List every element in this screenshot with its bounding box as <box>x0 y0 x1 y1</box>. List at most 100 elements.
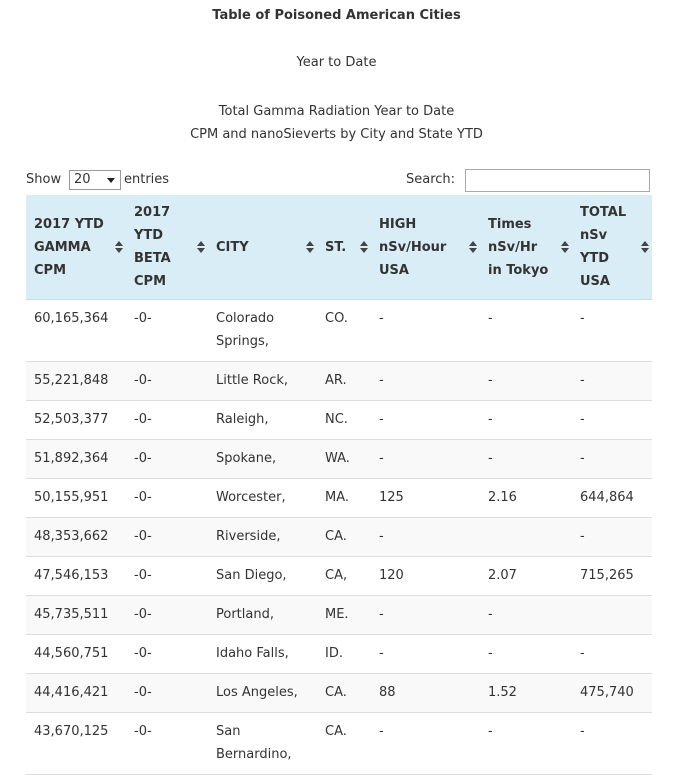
table-cell: - <box>371 712 480 775</box>
table-cell: 120 <box>371 556 480 596</box>
table-cell: 55,221,848 <box>26 361 126 401</box>
header-text: nSv/Hr <box>488 239 538 255</box>
table-cell: Riverside, <box>208 517 317 557</box>
table-cell: CO. <box>317 299 371 362</box>
column-header[interactable]: CITY <box>208 195 317 300</box>
table-cell: NC. <box>317 400 371 440</box>
header-text: TOTAL <box>580 205 627 220</box>
table-row: 47,546,153 -0- San Diego, CA, 120 2.07 715,265 <box>26 556 652 596</box>
header-text: nSv/Hour <box>379 239 447 255</box>
sort-icon <box>115 241 123 253</box>
column-header[interactable]: TOTAL nSv YTD USA <box>572 195 652 300</box>
table-cell <box>480 517 572 557</box>
table-cell: - <box>480 634 572 674</box>
header-text: USA <box>379 262 409 278</box>
sort-icon <box>306 241 314 253</box>
table-cell: Spokane, <box>208 439 317 479</box>
table-cell: - <box>572 299 652 362</box>
sort-icon <box>197 241 205 253</box>
table-cell: - <box>371 400 480 440</box>
table-cell: - <box>371 361 480 401</box>
table-cell: 715,265 <box>572 556 652 596</box>
description-line: CPM and nanoSieverts by City and State Y… <box>190 127 483 142</box>
header-text: 2017 <box>134 205 171 220</box>
table-body: 60,165,364 -0- Colorado Springs, CO. - - -55,2… <box>26 299 652 775</box>
table-cell: 60,165,364 <box>26 299 126 362</box>
table-controls: Show 20 entries Search: <box>26 169 652 192</box>
table-cell: ID. <box>317 634 371 674</box>
column-header[interactable]: 2017 YTD GAMMA CPM <box>26 195 126 300</box>
table-cell: -0- <box>126 634 208 674</box>
table-row: 44,560,751 -0- Idaho Falls, ID. - - - <box>26 634 652 674</box>
table-cell: 44,416,421 <box>26 673 126 713</box>
table-cell: -0- <box>126 361 208 401</box>
sort-icon <box>561 241 569 253</box>
page-size-select[interactable]: 20 <box>69 170 121 190</box>
dropdown-arrow <box>107 178 115 183</box>
table-cell: - <box>480 595 572 635</box>
sort-icon <box>469 241 477 253</box>
table-cell: 48,353,662 <box>26 517 126 557</box>
table-cell: - <box>371 595 480 635</box>
table-cell: 1.52 <box>480 673 572 713</box>
table-row: 48,353,662 -0- Riverside, CA. - - <box>26 517 652 557</box>
column-header[interactable]: 2017 YTD BETA CPM <box>126 195 208 300</box>
table-cell: 51,892,364 <box>26 439 126 479</box>
sort-icon <box>641 241 649 253</box>
description: Total Gamma Radiation Year to Date CPM a… <box>0 100 673 146</box>
table-cell: - <box>371 517 480 557</box>
table-cell: 44,560,751 <box>26 634 126 674</box>
table-row: 55,221,848 -0- Little Rock, AR. - - - <box>26 361 652 401</box>
header-text: CPM <box>34 262 67 278</box>
table-cell: ME. <box>317 595 371 635</box>
table-cell: - <box>480 299 572 362</box>
table-cell: CA. <box>317 517 371 557</box>
table-cell: AR. <box>317 361 371 401</box>
table-row: 45,735,511 -0- Portland, ME. - - <box>26 595 652 635</box>
table-cell: 50,155,951 <box>26 478 126 518</box>
table-row: 51,892,364 -0- Spokane, WA. - - - <box>26 439 652 479</box>
table-cell: 88 <box>371 673 480 713</box>
subtitle: Year to Date <box>296 55 377 70</box>
sort-icon <box>360 241 368 253</box>
table-cell: 43,670,125 <box>26 712 126 775</box>
header-text: YTD <box>134 228 164 243</box>
table-cell: -0- <box>126 400 208 440</box>
search-input[interactable] <box>465 169 650 192</box>
table-cell: -0- <box>126 439 208 479</box>
table-cell: - <box>480 400 572 440</box>
header-text: CPM <box>134 274 167 289</box>
show-label: Show <box>26 172 62 187</box>
header-text: nSv <box>580 228 608 243</box>
table-cell: CA. <box>317 712 371 775</box>
data-table: 2017 YTD GAMMA CPM 2017 YTD BETA CPM CITY ST. HIG… <box>26 195 652 775</box>
table-cell: -0- <box>126 673 208 713</box>
column-header[interactable]: HIGH nSv/Hour USA <box>371 195 480 300</box>
table-cell: - <box>572 517 652 557</box>
table-cell: - <box>572 400 652 440</box>
table-cell: 2.16 <box>480 478 572 518</box>
table-cell: 2.07 <box>480 556 572 596</box>
table-cell: 52,503,377 <box>26 400 126 440</box>
column-header[interactable]: ST. <box>317 195 371 300</box>
table-cell: - <box>572 361 652 401</box>
table-row: 52,503,377 -0- Raleigh, NC. - - - <box>26 400 652 440</box>
column-header[interactable]: Times nSv/Hr in Tokyo <box>480 195 572 300</box>
search-label: Search: <box>406 172 456 187</box>
header-text: HIGH <box>379 216 417 232</box>
table-cell: Idaho Falls, <box>208 634 317 674</box>
table-cell: -0- <box>126 478 208 518</box>
table-cell: CA. <box>317 673 371 713</box>
page-size-value: 20 <box>74 172 91 187</box>
table-cell: -0- <box>126 556 208 596</box>
table-row: 44,416,421 -0- Los Angeles, CA. 88 1.52 475,74… <box>26 673 652 713</box>
header-text: CITY <box>216 239 249 255</box>
table-cell: -0- <box>126 517 208 557</box>
table-cell: Los Angeles, <box>208 673 317 713</box>
header-text: YTD <box>580 251 610 266</box>
table-cell: - <box>480 712 572 775</box>
table-cell: - <box>572 634 652 674</box>
table-cell: -0- <box>126 595 208 635</box>
table-cell: - <box>572 439 652 479</box>
table-cell: - <box>371 299 480 362</box>
